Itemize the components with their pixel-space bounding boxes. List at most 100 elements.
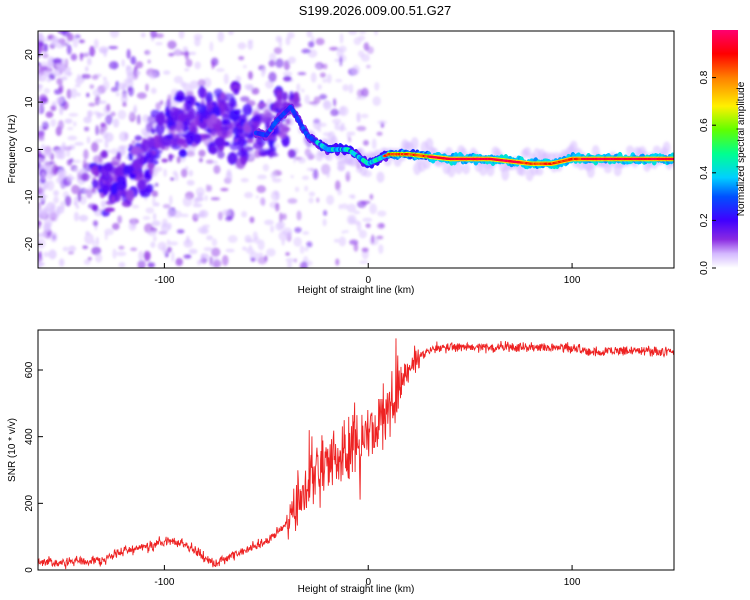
spectrogram-band-cell bbox=[236, 128, 246, 134]
spectrogram-noise-cell bbox=[91, 74, 99, 80]
colorbar-tick-label: 0.6 bbox=[699, 118, 710, 132]
spectrogram-noise-cell bbox=[81, 73, 92, 79]
spectrogram-band-cell bbox=[243, 125, 252, 133]
spectrogram-noise-cell bbox=[282, 71, 293, 77]
spectrogram-noise-cell bbox=[282, 227, 293, 237]
spectrogram-noise-cell bbox=[116, 251, 127, 257]
spectrogram-noise-cell bbox=[58, 258, 65, 267]
spectrogram-noise-cell bbox=[339, 33, 344, 44]
spectrogram-noise-cell bbox=[64, 195, 72, 207]
spectrogram-noise-cell bbox=[153, 235, 157, 242]
spectrogram-band-cell bbox=[232, 126, 239, 136]
spectrogram-noise-cell bbox=[377, 210, 387, 217]
spectrogram-noise-cell bbox=[125, 156, 129, 160]
colorbar-tick-label: 0.0 bbox=[699, 261, 710, 275]
spectrogram-band-cell bbox=[240, 118, 246, 123]
spectrogram-noise-cell bbox=[358, 31, 367, 34]
spectrogram-noise-cell bbox=[173, 75, 183, 84]
spectrogram-noise-cell bbox=[70, 53, 78, 61]
spectrogram-halo-cell bbox=[454, 161, 463, 175]
spectrogram-noise-cell bbox=[43, 88, 50, 94]
spectrogram-band-cell bbox=[105, 181, 113, 186]
spectrogram-band-cell bbox=[176, 138, 187, 145]
spectrogram-noise-cell bbox=[130, 247, 138, 252]
spectrogram-noise-cell bbox=[151, 220, 161, 227]
snr-y-tick-label: 200 bbox=[24, 495, 35, 512]
spectrogram-noise-cell bbox=[235, 75, 242, 83]
spectrogram-noise-cell bbox=[117, 215, 123, 224]
spectrogram-x-label: Height of straight line (km) bbox=[298, 285, 415, 296]
spectrogram-noise-cell bbox=[67, 126, 74, 131]
spectrogram-band-cell bbox=[194, 102, 201, 107]
spectrogram-noise-cell bbox=[249, 216, 255, 224]
spectrogram-noise-cell bbox=[185, 58, 193, 68]
spectrogram-band-cell bbox=[99, 180, 104, 189]
spectrogram-noise-cell bbox=[221, 209, 231, 216]
spectrogram-noise-cell bbox=[38, 64, 42, 68]
spectrogram-halo-cell bbox=[652, 145, 661, 154]
spectrogram-noise-cell bbox=[169, 241, 179, 246]
spectrogram-noise-cell bbox=[275, 35, 282, 43]
colorbar-tick-label: 0.2 bbox=[699, 213, 710, 227]
spectrogram-noise-cell bbox=[112, 118, 120, 128]
spectrogram-noise-cell bbox=[154, 182, 159, 187]
spectrogram-noise-cell bbox=[306, 241, 313, 248]
spectrogram-noise-cell bbox=[242, 64, 247, 69]
spectrogram-noise-cell bbox=[241, 210, 248, 218]
spectrogram-noise-cell bbox=[50, 118, 57, 127]
spectrogram-noise-cell bbox=[58, 64, 64, 71]
spectrogram-y-tick-label: -10 bbox=[24, 189, 35, 204]
spectrogram-heatmap bbox=[38, 31, 674, 268]
spectrogram-noise-cell bbox=[257, 256, 268, 265]
spectrogram-noise-cell bbox=[61, 76, 68, 81]
spectrogram-band-cell bbox=[242, 103, 253, 117]
spectrogram-noise-cell bbox=[205, 159, 214, 164]
spectrogram-noise-cell bbox=[50, 105, 57, 112]
spectrogram-noise-cell bbox=[134, 70, 141, 76]
spectrogram-noise-cell bbox=[363, 42, 370, 51]
spectrogram-noise-cell bbox=[86, 189, 93, 199]
spectrogram-band-cell bbox=[199, 116, 204, 124]
spectrogram-noise-cell bbox=[242, 246, 247, 251]
spectrogram-noise-cell bbox=[115, 92, 120, 97]
spectrogram-band-cell bbox=[258, 102, 267, 109]
spectrogram-band-cell bbox=[238, 132, 250, 138]
spectrogram-noise-cell bbox=[185, 235, 190, 245]
spectrogram-noise-cell bbox=[342, 84, 349, 92]
spectrogram-noise-cell bbox=[203, 247, 214, 252]
spectrogram-band-cell bbox=[209, 145, 218, 155]
spectrogram-noise-cell bbox=[56, 96, 64, 105]
spectrogram-noise-cell bbox=[79, 52, 84, 61]
spectrogram-band-cell bbox=[103, 162, 114, 172]
spectrogram-noise-cell bbox=[110, 111, 116, 117]
spectrogram-noise-cell bbox=[262, 163, 270, 172]
spectrogram-noise-cell bbox=[64, 118, 73, 124]
spectrogram-noise-cell bbox=[198, 157, 203, 163]
spectrogram-noise-cell bbox=[349, 131, 356, 136]
spectrogram-noise-cell bbox=[38, 46, 45, 53]
spectrogram-noise-cell bbox=[53, 190, 60, 196]
spectrogram-noise-cell bbox=[74, 84, 81, 88]
spectrogram-band-cell bbox=[293, 91, 300, 103]
spectrogram-noise-cell bbox=[56, 77, 63, 86]
spectrogram-noise-cell bbox=[346, 214, 357, 225]
spectrogram-noise-cell bbox=[38, 157, 45, 162]
spectrogram-noise-cell bbox=[51, 35, 59, 43]
spectrogram-band-cell bbox=[196, 103, 207, 113]
spectrogram-noise-cell bbox=[38, 104, 43, 113]
spectrogram-noise-cell bbox=[42, 184, 47, 192]
spectrogram-noise-cell bbox=[374, 31, 378, 36]
spectrogram-noise-cell bbox=[66, 159, 73, 166]
spectrogram-noise-cell bbox=[178, 31, 185, 39]
spectrogram-band-cell bbox=[175, 132, 186, 138]
spectrogram-noise-cell bbox=[209, 255, 213, 266]
spectrogram-noise-cell bbox=[38, 232, 44, 238]
spectrogram-noise-cell bbox=[348, 136, 352, 143]
spectrogram-band-cell bbox=[214, 136, 225, 147]
spectrogram-noise-cell bbox=[356, 125, 367, 132]
spectrogram-tone-core bbox=[670, 157, 674, 161]
spectrogram-noise-cell bbox=[285, 36, 291, 46]
spectrogram-noise-cell bbox=[67, 135, 78, 141]
spectrogram-noise-cell bbox=[143, 130, 152, 139]
snr-y-tick-label: 600 bbox=[24, 361, 35, 378]
